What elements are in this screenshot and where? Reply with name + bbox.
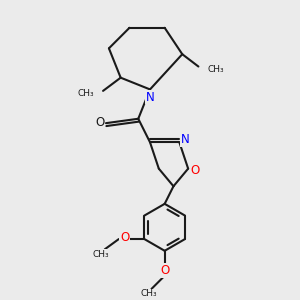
Text: N: N [181,134,190,146]
Text: CH₃: CH₃ [77,89,94,98]
Text: O: O [120,231,129,244]
Text: N: N [146,91,154,104]
Text: O: O [95,116,104,129]
Text: CH₃: CH₃ [207,65,224,74]
Text: CH₃: CH₃ [140,290,157,298]
Text: O: O [191,164,200,177]
Text: CH₃: CH₃ [93,250,110,259]
Text: O: O [160,264,169,277]
